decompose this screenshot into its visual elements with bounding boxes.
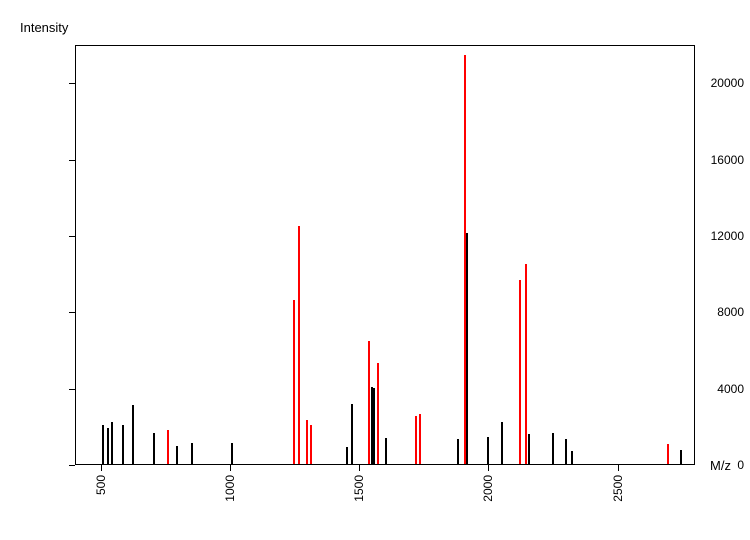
x-tick-label: 1500 bbox=[352, 475, 366, 502]
spectrum-peak bbox=[102, 425, 104, 464]
y-tick-mark bbox=[69, 160, 75, 161]
spectrum-peak bbox=[457, 439, 459, 464]
x-tick-label: 500 bbox=[94, 475, 108, 495]
spectrum-peak bbox=[571, 451, 573, 464]
spectrum-peak bbox=[310, 425, 312, 464]
spectrum-peak bbox=[415, 416, 417, 464]
spectrum-peak bbox=[153, 433, 155, 465]
spectrum-peak bbox=[298, 226, 300, 464]
spectrum-peak bbox=[519, 280, 521, 464]
spectrum-peak bbox=[501, 422, 503, 464]
y-tick-mark bbox=[69, 389, 75, 390]
x-tick-label: 2500 bbox=[611, 475, 625, 502]
y-tick-label: 20000 bbox=[675, 76, 750, 90]
spectrum-peak bbox=[191, 443, 193, 464]
spectrum-peak bbox=[464, 55, 466, 464]
spectrum-peak bbox=[667, 444, 669, 464]
x-tick-mark bbox=[359, 465, 360, 471]
mass-spectrum-chart: Intensity M/z 04000800012000160002000050… bbox=[0, 0, 750, 540]
x-tick-mark bbox=[230, 465, 231, 471]
spectrum-peak bbox=[377, 363, 379, 464]
y-tick-mark bbox=[69, 83, 75, 84]
y-tick-label: 16000 bbox=[675, 153, 750, 167]
x-tick-mark bbox=[618, 465, 619, 471]
spectrum-peak bbox=[373, 388, 375, 464]
spectrum-peak bbox=[132, 405, 134, 464]
plot-area bbox=[75, 45, 695, 465]
y-tick-label: 12000 bbox=[675, 229, 750, 243]
spectrum-peak bbox=[167, 430, 169, 464]
spectrum-peak bbox=[487, 437, 489, 464]
y-tick-label: 4000 bbox=[675, 382, 750, 396]
spectrum-peak bbox=[525, 264, 527, 464]
spectrum-peak bbox=[552, 433, 554, 464]
spectrum-peak bbox=[466, 233, 468, 464]
x-tick-mark bbox=[101, 465, 102, 471]
spectrum-peak bbox=[306, 420, 308, 464]
x-tick-label: 2000 bbox=[481, 475, 495, 502]
spectrum-peak bbox=[351, 404, 353, 464]
spectrum-peak bbox=[346, 447, 348, 464]
spectrum-peak bbox=[385, 438, 387, 464]
spectrum-peak bbox=[111, 422, 113, 464]
y-tick-label: 8000 bbox=[675, 305, 750, 319]
y-tick-mark bbox=[69, 465, 75, 466]
spectrum-peak bbox=[293, 300, 295, 464]
x-tick-mark bbox=[488, 465, 489, 471]
spectrum-peak bbox=[231, 443, 233, 464]
spectrum-peak bbox=[419, 414, 421, 464]
y-axis-title: Intensity bbox=[20, 20, 68, 35]
spectrum-peak bbox=[176, 446, 178, 464]
spectrum-peak bbox=[368, 341, 370, 464]
x-tick-label: 1000 bbox=[223, 475, 237, 502]
y-tick-mark bbox=[69, 236, 75, 237]
spectrum-peak bbox=[528, 434, 530, 464]
spectrum-peak bbox=[107, 428, 109, 464]
y-tick-mark bbox=[69, 312, 75, 313]
spectrum-peak bbox=[565, 439, 567, 464]
spectrum-peak bbox=[122, 425, 124, 464]
y-tick-label: 0 bbox=[675, 458, 750, 472]
